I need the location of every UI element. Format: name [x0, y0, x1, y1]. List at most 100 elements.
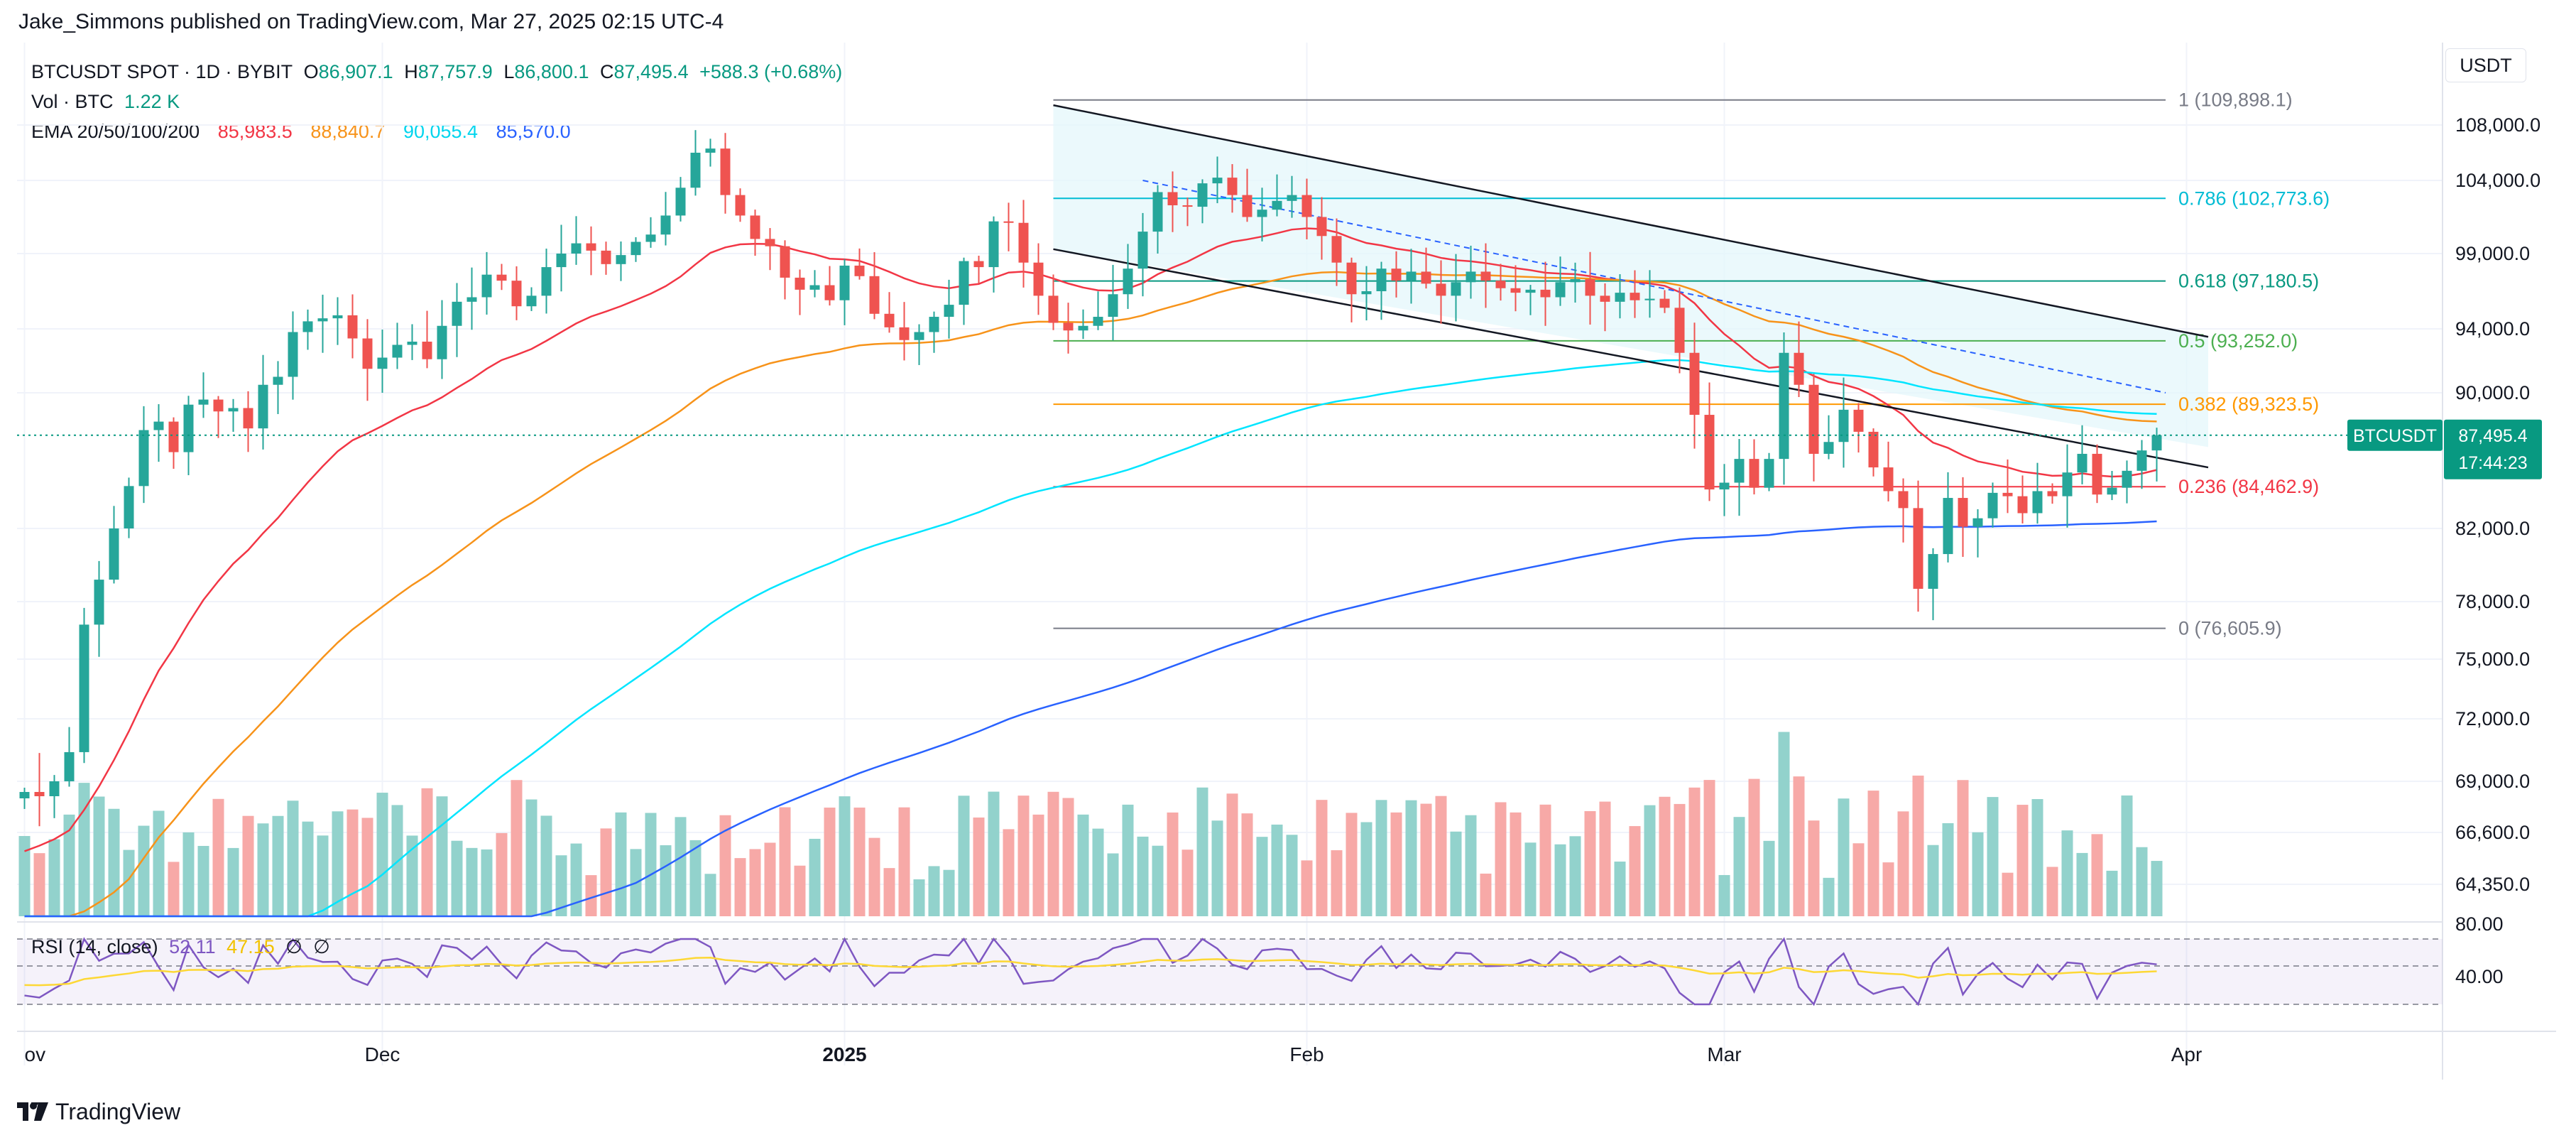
candle-body [1212, 178, 1223, 184]
volume-bar [1360, 822, 1372, 916]
candle-body [1361, 291, 1372, 295]
fib-label-0: 0 (76,605.9) [2178, 618, 2282, 639]
candle-body [973, 261, 984, 268]
candle-body [1495, 281, 1506, 288]
volume-bar [1316, 800, 1328, 916]
volume-bar [1181, 849, 1194, 916]
candle-body [288, 332, 298, 377]
candle-body [1063, 322, 1074, 331]
volume-bar [2046, 867, 2058, 916]
volume-bar [1062, 798, 1074, 916]
candle-body [1644, 298, 1655, 300]
volume-bar [704, 874, 716, 916]
candle-body [750, 215, 760, 239]
candle-body [795, 277, 805, 290]
rsi-label[interactable]: RSI (14, close) [31, 936, 158, 957]
candle-body [317, 318, 328, 322]
candle-body [2136, 450, 2147, 471]
candle-body [1123, 268, 1133, 295]
candle-body [302, 321, 313, 332]
fib-label-0.5: 0.5 (93,252.0) [2178, 330, 2298, 352]
candle-body [2122, 470, 2132, 488]
candle-body [1958, 498, 1968, 527]
high-value: 87,757.9 [417, 61, 493, 82]
candle-body [1659, 298, 1670, 308]
trend-channel[interactable] [1053, 104, 2209, 469]
volume-legend: Vol · BTC 1.22 K [31, 91, 185, 113]
volume-bar [1092, 828, 1104, 916]
rsi-na-2: ∅ [313, 936, 330, 957]
volume-bar [2076, 852, 2088, 916]
candle-body [1823, 442, 1834, 454]
volume-label[interactable]: Vol · BTC [31, 91, 114, 112]
price-tick-label: 82,000.0 [2455, 518, 2530, 539]
candle-body [1525, 289, 1536, 293]
grid [17, 43, 2556, 1080]
candle-body [1331, 236, 1342, 263]
volume-bar [1688, 787, 1701, 916]
candle-body [1689, 352, 1700, 416]
candle-body [839, 265, 850, 300]
candle-body [1749, 459, 1759, 488]
volume-bar [1703, 780, 1715, 916]
time-axis[interactable]: ov Dec 2025 Feb Mar Apr [25, 1043, 2203, 1065]
candle-body [2062, 472, 2073, 496]
volume-bar [153, 810, 165, 916]
volume-bar [928, 866, 940, 916]
volume-bar [675, 817, 687, 916]
time-tick-label: Feb [1289, 1043, 1324, 1065]
candle-body [1615, 293, 1625, 302]
volume-bar [1301, 860, 1313, 916]
candle-body [1898, 491, 1909, 509]
tradingview-logo[interactable]: TradingView [17, 1099, 180, 1124]
channel-top-line [1053, 104, 2209, 338]
rsi-line [24, 937, 2157, 1006]
candle-body [1570, 279, 1581, 283]
candle-body [1003, 221, 1014, 223]
volume-bar [1226, 793, 1238, 916]
candle-body [720, 148, 731, 195]
candle-body [571, 243, 582, 254]
candle-body [869, 276, 880, 314]
volume-bar [2002, 872, 2014, 916]
fibonacci-levels[interactable]: 1 (109,898.1) 0.786 (102,773.6) 0.618 (97,… [1053, 89, 2330, 639]
price-axis[interactable]: 108,000.0 104,000.0 99,000.0 94,000.0 90,000… [2455, 114, 2540, 987]
volume-bar [481, 849, 493, 916]
candle-body [1406, 271, 1417, 281]
volume-bar [1972, 832, 1984, 916]
candle-body [1868, 431, 1879, 468]
volume-bar [2136, 847, 2148, 916]
volume-bar [421, 788, 433, 916]
volume-bar [525, 799, 537, 916]
channel-bottom-line [1053, 248, 2209, 469]
volume-bar [898, 807, 910, 916]
candle-body [1913, 508, 1923, 589]
candle-body [765, 239, 775, 246]
volume-bar [689, 840, 702, 916]
volume-bar [943, 869, 955, 916]
volume-bar [1927, 845, 1939, 916]
volume-bar [1480, 873, 1492, 916]
rsi-value: 52.11 [169, 936, 216, 957]
volume-bar [824, 807, 836, 916]
candle-body [556, 254, 567, 268]
candle-body [228, 408, 239, 412]
volume-bar [1122, 804, 1134, 916]
volume-bar [1003, 829, 1015, 916]
volume-bar [883, 868, 895, 916]
last-price-value: 87,495.4 [2458, 426, 2527, 446]
candle-body [437, 325, 447, 359]
currency-unit-button[interactable]: USDT [2445, 48, 2526, 82]
symbol-name[interactable]: BTCUSDT SPOT · 1D · BYBIT [31, 61, 293, 82]
candle-body [1585, 279, 1595, 296]
candle-body [109, 528, 119, 580]
candle-body [2047, 491, 2058, 496]
volume-bar [958, 796, 970, 916]
candle-body [1928, 554, 1938, 589]
last-price-symbol-box [2347, 419, 2443, 451]
volume-bar [853, 807, 866, 916]
volume-bar [63, 814, 75, 916]
volume-bar [1823, 877, 1835, 916]
